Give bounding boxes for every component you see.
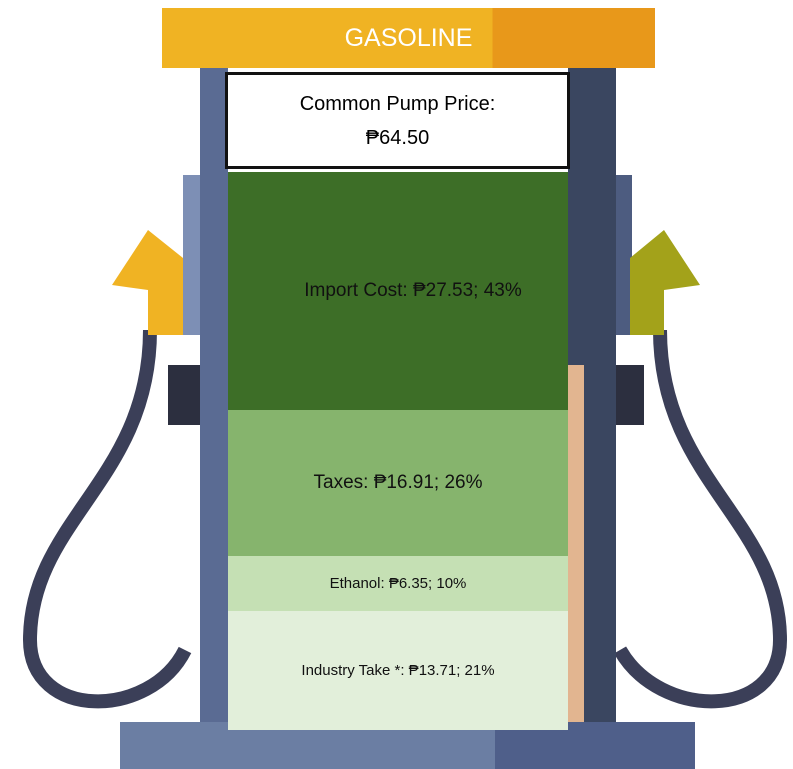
right-clip — [612, 365, 644, 425]
left-post — [200, 68, 228, 728]
segment-label: Ethanol: ₱6.35; 10% — [330, 575, 467, 592]
segment: Industry Take *: ₱13.71; 21% — [228, 611, 568, 730]
chart-title: GASOLINE — [162, 8, 655, 68]
left-clip — [168, 365, 200, 425]
segment: Taxes: ₱16.91; 26% — [228, 410, 568, 556]
right-nozzle — [630, 230, 700, 335]
segment: Ethanol: ₱6.35; 10% — [228, 556, 568, 611]
chart-subtitle: Common Pump Price: ₱64.50 — [225, 72, 570, 169]
infographic: GASOLINE Common Pump Price: ₱64.50 Impor… — [0, 0, 793, 769]
segment-label: Taxes: ₱16.91; 26% — [314, 472, 483, 494]
left-hose — [30, 330, 185, 701]
segment-label: Industry Take *: ₱13.71; 21% — [301, 662, 494, 679]
side-panel — [568, 365, 584, 725]
segment-label: Import Cost: ₱27.53; 43% — [304, 280, 522, 302]
left-nozzle — [112, 230, 183, 335]
segment: Import Cost: ₱27.53; 43% — [228, 172, 568, 410]
